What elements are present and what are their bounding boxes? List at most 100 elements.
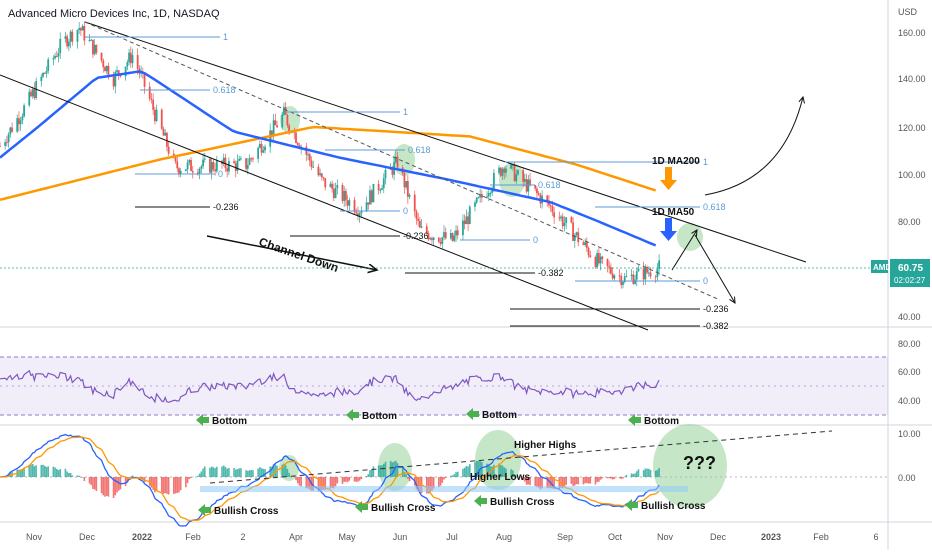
macd-hist-bar [465,465,468,477]
macd-hist-bar [164,477,167,494]
candle-body [415,211,418,219]
macd-hist-bar [308,477,311,490]
candle-body [104,67,106,72]
candle-body [117,70,120,74]
candle-body [613,275,616,279]
macd-hist-bar [274,464,277,477]
candle-body [348,200,351,206]
macd-hist-bar [635,471,638,477]
green-arrow-icon [474,495,487,507]
candle-body [240,158,242,160]
candle-body [320,173,323,178]
currency-label: USD [898,7,918,17]
candle-body [258,144,261,148]
macd-hist-bar [57,470,60,477]
macd-hist-bar [548,477,550,489]
rsi-bottom-label: Bottom [362,411,397,422]
macd-hist-bar [288,472,290,477]
candle-body [238,158,241,161]
macd-hist-bar [114,477,117,496]
candle-body [93,44,96,55]
candle-body [319,173,321,176]
candle-body [493,173,495,189]
candle-body [296,142,299,146]
candle-body [601,256,604,259]
macd-hist-bar [358,477,361,481]
time-axis[interactable]: Nov Dec 2022 Feb 2 Apr May Jun Jul Aug Sep Oct Nov De… [26,532,879,542]
candle-body [431,238,433,241]
time-tick-label: Jun [393,532,408,542]
candle-body [40,76,43,82]
macd-hist-bar [90,477,93,486]
macd-hist-bar [174,477,177,494]
candle-body [360,211,363,214]
macd-hist-bar [515,476,518,478]
macd-hist-bar [377,465,380,477]
candle-body [59,38,62,54]
macd-hist-bar [154,477,156,493]
macd-hist-bar [212,467,215,477]
macd-hist-bar [102,477,105,496]
time-tick-label: Nov [26,532,43,542]
fib-level-label: -0.236 [213,202,239,212]
macd-hist-bar [269,466,271,477]
candle-body [515,174,518,182]
macd-hist-bar [296,477,299,484]
macd-hist-bar [644,468,647,477]
candle-body [463,220,466,225]
macd-hist-bar [166,477,168,494]
candle-body [76,29,79,42]
macd-hist-bar [522,477,524,481]
symbol-tag [871,260,888,273]
macd-hist-bar [620,477,623,479]
macd-hist-bar [152,477,154,490]
fib-level-label: 1 [703,157,708,167]
candle-body [432,237,435,241]
candle-body [250,158,253,160]
candle-body [549,205,552,207]
candle-body [479,194,482,198]
macd-hist-bar [401,466,404,477]
macd-hist-bar [300,477,302,487]
candle-body [475,197,478,203]
candle-body [334,188,337,198]
macd-hist-bar [257,468,259,477]
candle-body [272,120,275,137]
candle-body [491,188,494,193]
macd-hist-bar [546,477,549,489]
candle-body [551,205,554,213]
candle-body [468,206,471,225]
time-tick-label: 6 [873,532,878,542]
candle-body [546,195,549,201]
candle-body [295,132,297,143]
candle-body [188,159,191,163]
candle-body [597,253,600,264]
macd-hist-bar [525,477,528,485]
candle-body [162,128,165,136]
ma50-arrow-icon [660,231,677,241]
candle-body [527,179,530,192]
candle-body [203,158,206,160]
candle-body [587,248,590,256]
time-tick-label: Nov [657,532,674,542]
macd-hist-bar [191,476,194,478]
macd-hist-bar [198,473,201,477]
macd-hist-bar [54,467,56,477]
macd-tick-label: 0.00 [898,473,916,483]
macd-hist-bar [649,469,652,477]
macd-hist-bar [252,470,254,477]
macd-hist-bar [81,477,84,478]
macd-hist-bar [491,466,493,477]
candle-body [523,179,526,182]
macd-hist-bar [389,460,392,477]
last-price-value: 60.75 [898,263,923,274]
candle-body [184,169,187,171]
macd-hist-bar [142,477,144,480]
candle-body [271,130,273,137]
price-tick-label: 80.00 [898,217,921,227]
macd-hist-bar [28,464,31,477]
candle-body [324,178,327,188]
candle-body [618,275,621,277]
macd-hist-bar [31,464,34,477]
